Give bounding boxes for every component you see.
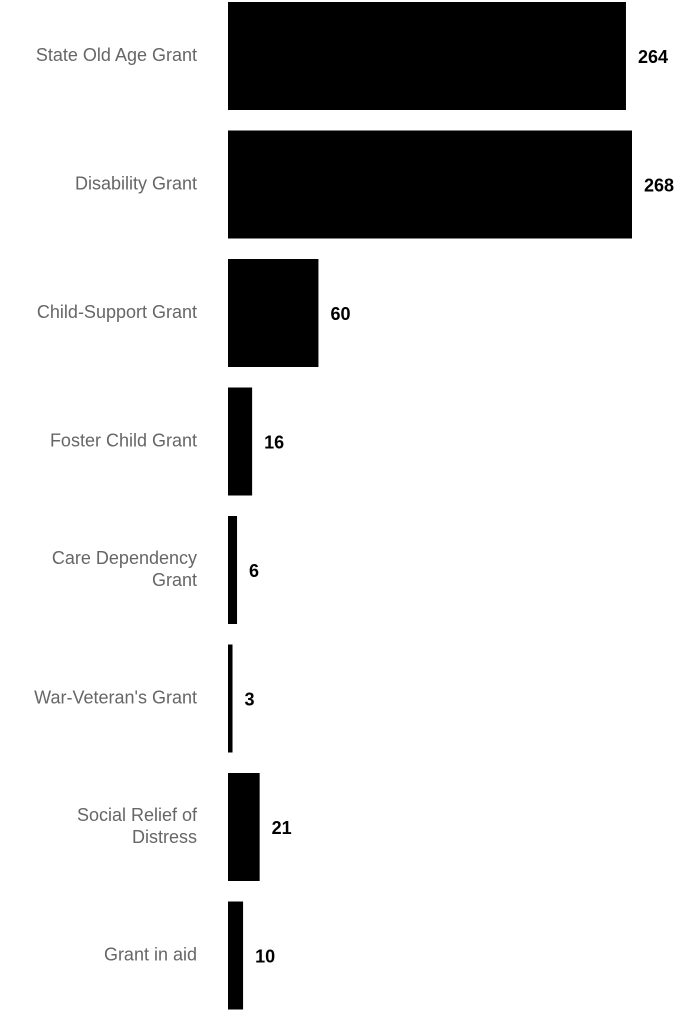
value-label-2: 60: [330, 304, 350, 324]
category-label-3: Foster Child Grant: [50, 430, 197, 450]
bar-5: [228, 644, 233, 753]
category-label-line: State Old Age Grant: [36, 45, 197, 65]
bar-6: [228, 773, 260, 881]
bar-3: [228, 387, 253, 496]
bars: [228, 2, 632, 1010]
bar-4: [228, 516, 238, 624]
value-label-4: 6: [249, 561, 259, 581]
bar-0: [228, 2, 626, 110]
category-label-line: Disability Grant: [75, 173, 197, 193]
category-label-line: Grant: [152, 570, 197, 590]
category-label-line: Distress: [132, 827, 197, 847]
value-labels: 264 268 60 16 6 3 21 10: [245, 47, 675, 967]
category-label-7: Grant in aid: [104, 944, 197, 964]
bar-2: [228, 259, 319, 367]
category-label-line: Foster Child Grant: [50, 430, 197, 450]
category-label-1: Disability Grant: [75, 173, 197, 193]
category-label-line: Care Dependency: [52, 548, 197, 568]
category-label-line: War-Veteran's Grant: [34, 687, 197, 707]
category-label-4: Care Dependency Grant: [52, 548, 197, 590]
category-label-line: Child-Support Grant: [37, 302, 197, 322]
value-label-1: 268: [644, 175, 674, 195]
value-label-0: 264: [638, 47, 668, 67]
category-label-5: War-Veteran's Grant: [34, 687, 197, 707]
value-label-3: 16: [264, 432, 284, 452]
category-label-line: Social Relief of: [77, 805, 198, 825]
bar-1: [228, 130, 632, 239]
category-label-2: Child-Support Grant: [37, 302, 197, 322]
category-label-0: State Old Age Grant: [36, 45, 197, 65]
category-labels: State Old Age Grant Disability Grant Child…: [34, 45, 198, 965]
category-label-line: Grant in aid: [104, 944, 197, 964]
value-label-7: 10: [255, 946, 275, 966]
value-label-6: 21: [272, 818, 292, 838]
bar-7: [228, 901, 244, 1010]
category-label-6: Social Relief of Distress: [77, 805, 198, 847]
value-label-5: 3: [245, 689, 255, 709]
